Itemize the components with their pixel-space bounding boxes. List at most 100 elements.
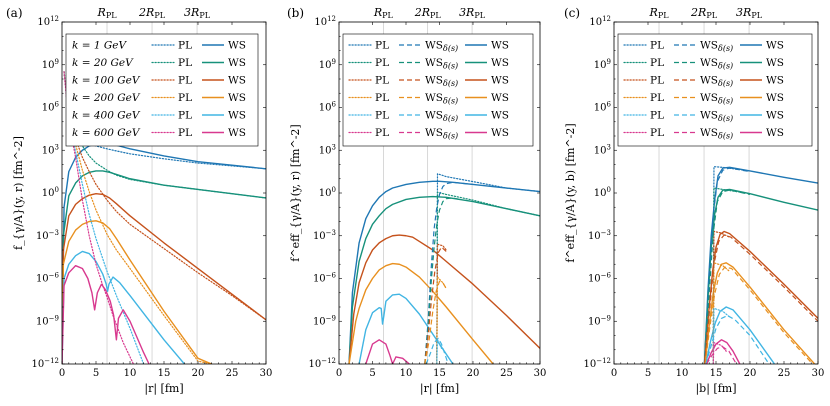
top-marker-label: 3RPL — [736, 6, 763, 20]
series-pl-blue-dotted — [436, 173, 540, 364]
x-tick-label: 10 — [676, 368, 689, 379]
legend-pl-label: PL — [178, 92, 192, 104]
legend-row: PL WSδ(s) WS — [623, 127, 784, 141]
x-tick-label: 0 — [611, 368, 617, 379]
legend-k-label: k = 200 GeV — [72, 92, 141, 104]
top-marker-label: 2RPL — [690, 6, 718, 20]
series-ws-orange-solid — [704, 262, 816, 364]
top-marker-label: 3RPL — [459, 6, 486, 20]
y-tick-label: 10−9 — [36, 314, 59, 327]
series-ws-darkorange-solid — [348, 234, 540, 364]
legend-pl-label: PL — [375, 92, 389, 104]
legend-ws-label: WS — [228, 75, 246, 87]
legend-row: k = 600 GeV PL WS — [72, 127, 246, 139]
series-wss-orange-dashed — [704, 266, 814, 364]
legend-row: PL WSδ(s) WS — [348, 57, 509, 71]
y-tick-label: 103 — [319, 143, 336, 156]
top-marker-label: 2RPL — [414, 6, 442, 20]
top-marker-label: RPL — [97, 6, 118, 20]
x-tick-label: 5 — [645, 368, 651, 379]
legend-row: PL WSδ(s) WS — [623, 57, 784, 71]
legend-box — [342, 33, 534, 147]
legend-row: k = 1 GeV PL WS — [72, 40, 246, 52]
legend-row: k = 400 GeV PL WS — [72, 110, 246, 122]
series-ws-lightblue-solid — [62, 250, 185, 364]
legend-pl-label: PL — [650, 92, 664, 104]
y-axis-label: f^eff_{γ/A}(y, b) [fm^-2] — [564, 123, 577, 262]
top-marker-label: RPL — [649, 6, 670, 20]
x-tick-label: 20 — [192, 368, 205, 379]
legend-box — [617, 33, 813, 147]
y-axis-label: f_{γ/A}(y, r) [fm^-2] — [12, 136, 25, 250]
legend-ws-label: WS — [766, 75, 784, 87]
legend-wsd-label: WSδ(s) — [700, 92, 733, 106]
x-tick-label: 10 — [124, 368, 137, 379]
legend-row: k = 200 GeV PL WS — [72, 92, 246, 104]
legend-pl-label: PL — [375, 75, 389, 87]
legend-ws-label: WS — [766, 57, 784, 69]
legend-row: PL WSδ(s) WS — [348, 40, 509, 54]
legend-wsd-label: WSδ(s) — [425, 110, 458, 124]
legend-pl-label: PL — [178, 40, 192, 52]
series-wss-teal-dashed — [424, 197, 460, 364]
x-tick-label: 30 — [260, 368, 273, 379]
legend-pl-label: PL — [650, 127, 664, 139]
y-tick-label: 106 — [594, 101, 612, 114]
series-ws-pink-solid — [705, 339, 741, 364]
legend-row: PL WSδ(s) WS — [623, 110, 784, 123]
legend-ws-label: WS — [491, 75, 509, 87]
x-tick-label: 20 — [467, 368, 480, 379]
panel-a: 0 5 10 15 20 25 30 10−12 10−9 10−6 10−3 100 103 106 10… — [6, 6, 272, 396]
y-tick-label: 106 — [319, 101, 337, 114]
legend-row: PL WSδ(s) WS — [623, 92, 784, 106]
legend-pl-label: PL — [178, 127, 192, 139]
legend-pl-label: PL — [650, 110, 664, 122]
legend-ws-label: WS — [228, 92, 246, 104]
y-axis-label: f^eff_{γ/A}(y, r) [fm^-2] — [289, 124, 302, 261]
series-pl-lightblue-dotted — [712, 307, 731, 364]
y-tick-label: 10−9 — [313, 314, 336, 327]
legend-ws-label: WS — [228, 40, 246, 52]
y-tick-label: 10−6 — [588, 272, 612, 285]
top-marker-label: 2RPL — [138, 6, 166, 20]
legend-wsd-label: WSδ(s) — [700, 127, 733, 141]
x-tick-label: 25 — [778, 368, 791, 379]
legend-pl-label: PL — [375, 57, 389, 69]
legend-pl-label: PL — [375, 127, 389, 139]
panel-b: 0 5 10 15 20 25 30 10−12 10−9 10−6 10−3 100 103 106 10… — [287, 6, 546, 396]
top-marker-label: RPL — [373, 6, 394, 20]
y-tick-label: 10−9 — [588, 314, 611, 327]
legend-wsd-label: WSδ(s) — [700, 75, 733, 89]
legend-pl-label: PL — [375, 110, 389, 122]
x-axis-label: |r| [fm] — [420, 382, 459, 396]
y-tick-label: 103 — [594, 143, 611, 156]
x-tick-label: 25 — [226, 368, 239, 379]
y-tick-label: 1012 — [589, 15, 611, 28]
series-wss-blue-dashed — [703, 167, 751, 364]
series-wss-teal-dashed — [703, 189, 751, 364]
legend-wsd-label: WSδ(s) — [700, 57, 733, 71]
y-tick-label: 10−12 — [31, 357, 59, 370]
x-axis-label: |r| [fm] — [144, 382, 183, 396]
legend-pl-label: PL — [178, 110, 192, 122]
y-tick-label: 10−12 — [308, 357, 336, 370]
x-tick-label: 0 — [59, 368, 65, 379]
legend-ws-label: WS — [228, 57, 246, 69]
x-tick-label: 10 — [400, 368, 413, 379]
legend-wsd-label: WSδ(s) — [425, 57, 458, 71]
y-tick-label: 10−12 — [583, 357, 611, 370]
series-group — [348, 173, 540, 364]
legend-k-label: k = 600 GeV — [72, 127, 141, 139]
legend-wsd-label: WSδ(s) — [425, 75, 458, 89]
legend-wsd-label: WSδ(s) — [425, 40, 458, 54]
legend-pl-label: PL — [650, 57, 664, 69]
y-tick-label: 10−3 — [313, 229, 336, 242]
legend-k-label: k = 1 GeV — [72, 40, 127, 52]
y-tick-label: 10−6 — [313, 272, 337, 285]
legend-box — [65, 33, 259, 147]
x-tick-label: 15 — [710, 368, 723, 379]
panel-c: 0 5 10 15 20 25 30 10−12 10−9 10−6 10−3 100 103 106 10… — [564, 6, 824, 396]
series-ws-lightblue-solid — [705, 306, 776, 364]
y-tick-label: 109 — [42, 58, 59, 71]
